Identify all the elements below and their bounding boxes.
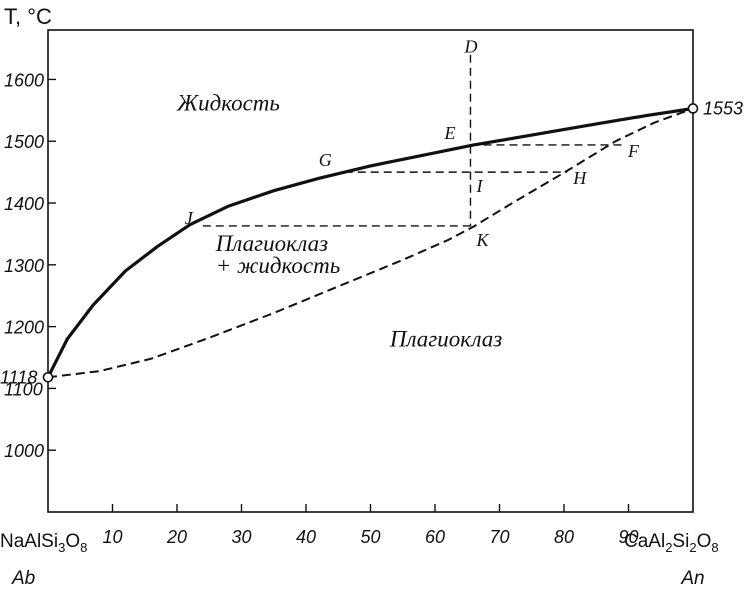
region-label: Плагиоклаз [215, 231, 328, 256]
liquidus-curve [46, 106, 694, 379]
point-label-H: H [572, 168, 587, 188]
point-label-J: J [185, 208, 194, 228]
y-tick-label: 1300 [4, 256, 44, 276]
point-label-F: F [627, 141, 640, 161]
y-tick-label: 1100 [4, 379, 43, 399]
point-label-G: G [319, 150, 332, 170]
x-tick-label: 20 [166, 527, 187, 547]
x-tick-label: 70 [489, 527, 509, 547]
region-label: Плагиоклаз [389, 326, 502, 351]
point-label-D: D [463, 37, 477, 57]
y-tick-label: 1500 [4, 132, 44, 152]
point-label-E: E [443, 123, 455, 143]
solidus-curve [47, 107, 694, 379]
point-label-I: I [475, 176, 483, 196]
x-tick-label: 80 [554, 527, 574, 547]
plot-frame [47, 29, 694, 513]
y-tick-label: 1400 [4, 194, 44, 214]
y-tick-label: 1200 [4, 318, 44, 338]
x-label-albite-abbr: Ab [11, 568, 35, 589]
x-tick-label: 50 [360, 527, 380, 547]
x-tick-label: 90 [618, 527, 638, 547]
curves [42, 54, 699, 383]
melting-point-label: 1553 [703, 98, 743, 118]
melting-point-marker [42, 371, 54, 383]
x-tick-label: 40 [296, 527, 316, 547]
x-tick-label: 10 [102, 527, 122, 547]
point-label-K: K [475, 230, 489, 250]
melting-point-marker [687, 103, 699, 114]
x-tick-label: 60 [425, 527, 445, 547]
x-label-anorthite-formula: CaAl2Si2O8 [624, 531, 719, 555]
x-tick-label: 30 [231, 527, 251, 547]
region-label: + жидкость [216, 253, 340, 278]
labels: T, °C 1000 1100 1200 1300 1400 1500 1600 10 20 30 4… [0, 4, 743, 589]
melting-point-label: 1118 [0, 367, 37, 387]
y-axis-label: T, °C [4, 4, 52, 29]
x-label-anorthite-abbr: An [680, 568, 704, 589]
x-label-albite-formula: NaAlSi3O8 [0, 531, 87, 555]
y-tick-label: 1600 [4, 70, 44, 90]
y-tick-label: 1000 [4, 441, 44, 461]
region-label: Жидкость [176, 90, 280, 115]
axes [47, 29, 694, 513]
